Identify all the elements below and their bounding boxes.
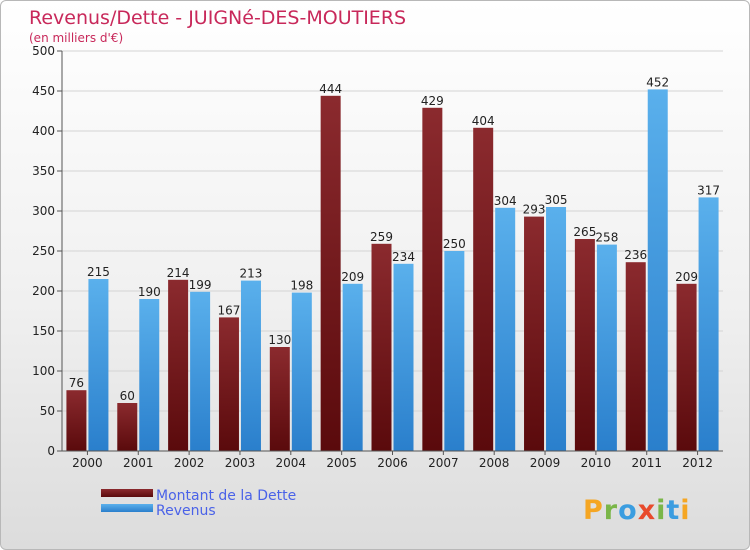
x-tick-label: 2005 — [326, 456, 357, 470]
y-tick-label: 0 — [47, 444, 55, 458]
data-label: 199 — [189, 278, 212, 292]
x-tick-label: 2003 — [225, 456, 256, 470]
data-label: 213 — [240, 267, 263, 281]
x-tick-label: 2009 — [530, 456, 561, 470]
data-label: 209 — [675, 270, 698, 284]
bar-dette-2010 — [574, 239, 595, 451]
proxiti-logo: Proxiti — [583, 495, 691, 526]
bar-dette-2012 — [676, 283, 697, 451]
data-label: 304 — [494, 194, 517, 208]
bar-dette-2001 — [117, 403, 138, 451]
data-label: 214 — [167, 266, 190, 280]
data-label: 305 — [545, 193, 568, 207]
x-axis: 2000 2001 2002 2003 2004 2005 2006 2007 2008 2009… — [62, 450, 723, 470]
data-label: 404 — [472, 114, 495, 128]
y-axis: 0 50 100 150 200 250 300 350 400 450 500 — [32, 44, 63, 458]
bar-dette-2003 — [218, 317, 239, 451]
data-label: 209 — [341, 270, 364, 284]
bar-revenus-2004 — [291, 292, 312, 451]
bar-revenus-2006 — [393, 263, 414, 451]
data-label: 429 — [421, 94, 444, 108]
y-tick-label: 350 — [32, 164, 55, 178]
data-label: 265 — [573, 225, 596, 239]
bar-dette-2008 — [473, 127, 494, 452]
legend-swatch-revenus — [101, 504, 153, 512]
data-label: 190 — [138, 285, 161, 299]
y-tick-label: 400 — [32, 124, 55, 138]
bar-revenus-2010 — [596, 244, 617, 451]
y-tick-label: 450 — [32, 84, 55, 98]
data-label: 198 — [290, 279, 313, 293]
data-label: 167 — [218, 303, 241, 317]
y-tick-label: 50 — [40, 404, 55, 418]
y-tick-label: 200 — [32, 284, 55, 298]
x-tick-label: 2000 — [72, 456, 103, 470]
y-tick-label: 500 — [32, 44, 55, 58]
data-label: 234 — [392, 250, 415, 264]
data-label: 76 — [69, 376, 84, 390]
bar-revenus-2008 — [495, 207, 516, 451]
data-label: 293 — [523, 203, 546, 217]
proxiti-logo-text: Proxiti — [583, 495, 691, 526]
x-tick-label: 2008 — [479, 456, 510, 470]
legend: Montant de la Dette Revenus — [101, 488, 296, 519]
bar-revenus-2011 — [647, 89, 668, 452]
bar-dette-2005 — [320, 95, 341, 452]
x-tick-label: 2002 — [174, 456, 205, 470]
bar-revenus-2005 — [342, 283, 363, 451]
x-tick-label: 2006 — [377, 456, 408, 470]
bar-dette-2002 — [168, 279, 189, 451]
bar-revenus-2007 — [444, 251, 465, 451]
y-tick-label: 150 — [32, 324, 55, 338]
data-labels: 76 60 214 167 130 444 259 429 404 293 265 236 209 215… — [69, 75, 720, 403]
x-tick-label: 2004 — [276, 456, 307, 470]
data-label: 259 — [370, 230, 393, 244]
legend-swatch-debt — [101, 489, 153, 497]
bar-revenus-2001 — [139, 299, 160, 451]
bar-revenus-2009 — [546, 207, 567, 451]
bar-dette-2006 — [371, 243, 392, 451]
bar-revenus-2012 — [698, 197, 719, 451]
legend-label-revenus: Revenus — [156, 503, 216, 519]
bar-dette-2011 — [625, 262, 646, 451]
y-tick-label: 250 — [32, 244, 55, 258]
chart-title: Revenus/Dette - JUIGNé-DES-MOUTIERS — [29, 7, 406, 29]
data-label: 130 — [268, 333, 291, 347]
data-label: 60 — [120, 389, 135, 403]
y-tick-label: 100 — [32, 364, 55, 378]
bar-dette-2004 — [269, 347, 290, 451]
data-label: 452 — [646, 75, 669, 89]
bar-dette-2000 — [66, 390, 87, 451]
legend-label-debt: Montant de la Dette — [156, 488, 296, 504]
x-tick-label: 2010 — [581, 456, 612, 470]
bar-revenus-2003 — [240, 280, 261, 451]
bars — [66, 89, 719, 452]
bar-dette-2007 — [422, 107, 443, 452]
data-label: 258 — [595, 231, 618, 245]
bar-dette-2009 — [524, 216, 545, 451]
y-tick-label: 300 — [32, 204, 55, 218]
x-tick-label: 2001 — [123, 456, 154, 470]
chart-subtitle: (en milliers d'€) — [29, 31, 123, 45]
data-label: 215 — [87, 265, 110, 279]
x-tick-label: 2011 — [631, 456, 662, 470]
bar-revenus-2000 — [88, 279, 109, 451]
data-label: 250 — [443, 237, 466, 251]
x-tick-label: 2007 — [428, 456, 459, 470]
data-label: 236 — [624, 248, 647, 262]
data-label: 317 — [697, 183, 720, 197]
x-tick-label: 2012 — [682, 456, 713, 470]
bar-revenus-2002 — [190, 291, 211, 451]
data-label: 444 — [319, 82, 342, 96]
